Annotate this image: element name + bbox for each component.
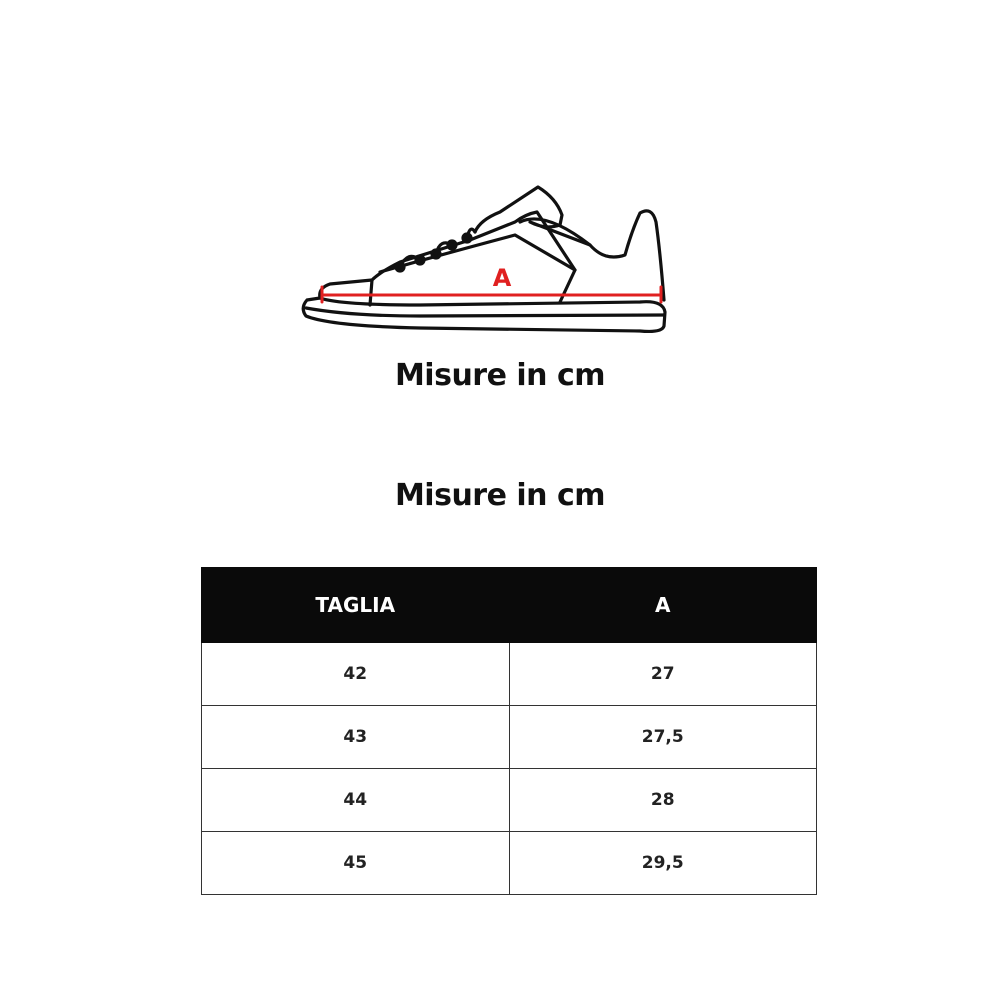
size-cell: 44 — [201, 768, 510, 832]
measure-line-a — [320, 285, 663, 304]
size-table: TAGLIA A 42 27 43 27,5 44 28 45 29,5 — [201, 567, 817, 895]
header-a: A — [508, 567, 817, 643]
size-cell: 43 — [201, 705, 510, 769]
table-row: 42 27 — [201, 642, 817, 706]
measure-label-a: A — [493, 264, 512, 292]
header-taglia: TAGLIA — [201, 567, 510, 643]
table-title: Misure in cm — [394, 478, 606, 513]
size-cell: 45 — [201, 831, 510, 895]
length-cell: 28 — [508, 768, 817, 832]
table-row: 45 29,5 — [201, 831, 817, 895]
length-cell: 29,5 — [508, 831, 817, 895]
table-header-row: TAGLIA A — [201, 567, 817, 643]
length-cell: 27,5 — [508, 705, 817, 769]
length-cell: 27 — [508, 642, 817, 706]
illustration-caption: Misure in cm — [394, 358, 606, 393]
size-cell: 42 — [201, 642, 510, 706]
sneaker-icon: A — [301, 185, 667, 334]
table-row: 44 28 — [201, 768, 817, 832]
table-row: 43 27,5 — [201, 705, 817, 769]
